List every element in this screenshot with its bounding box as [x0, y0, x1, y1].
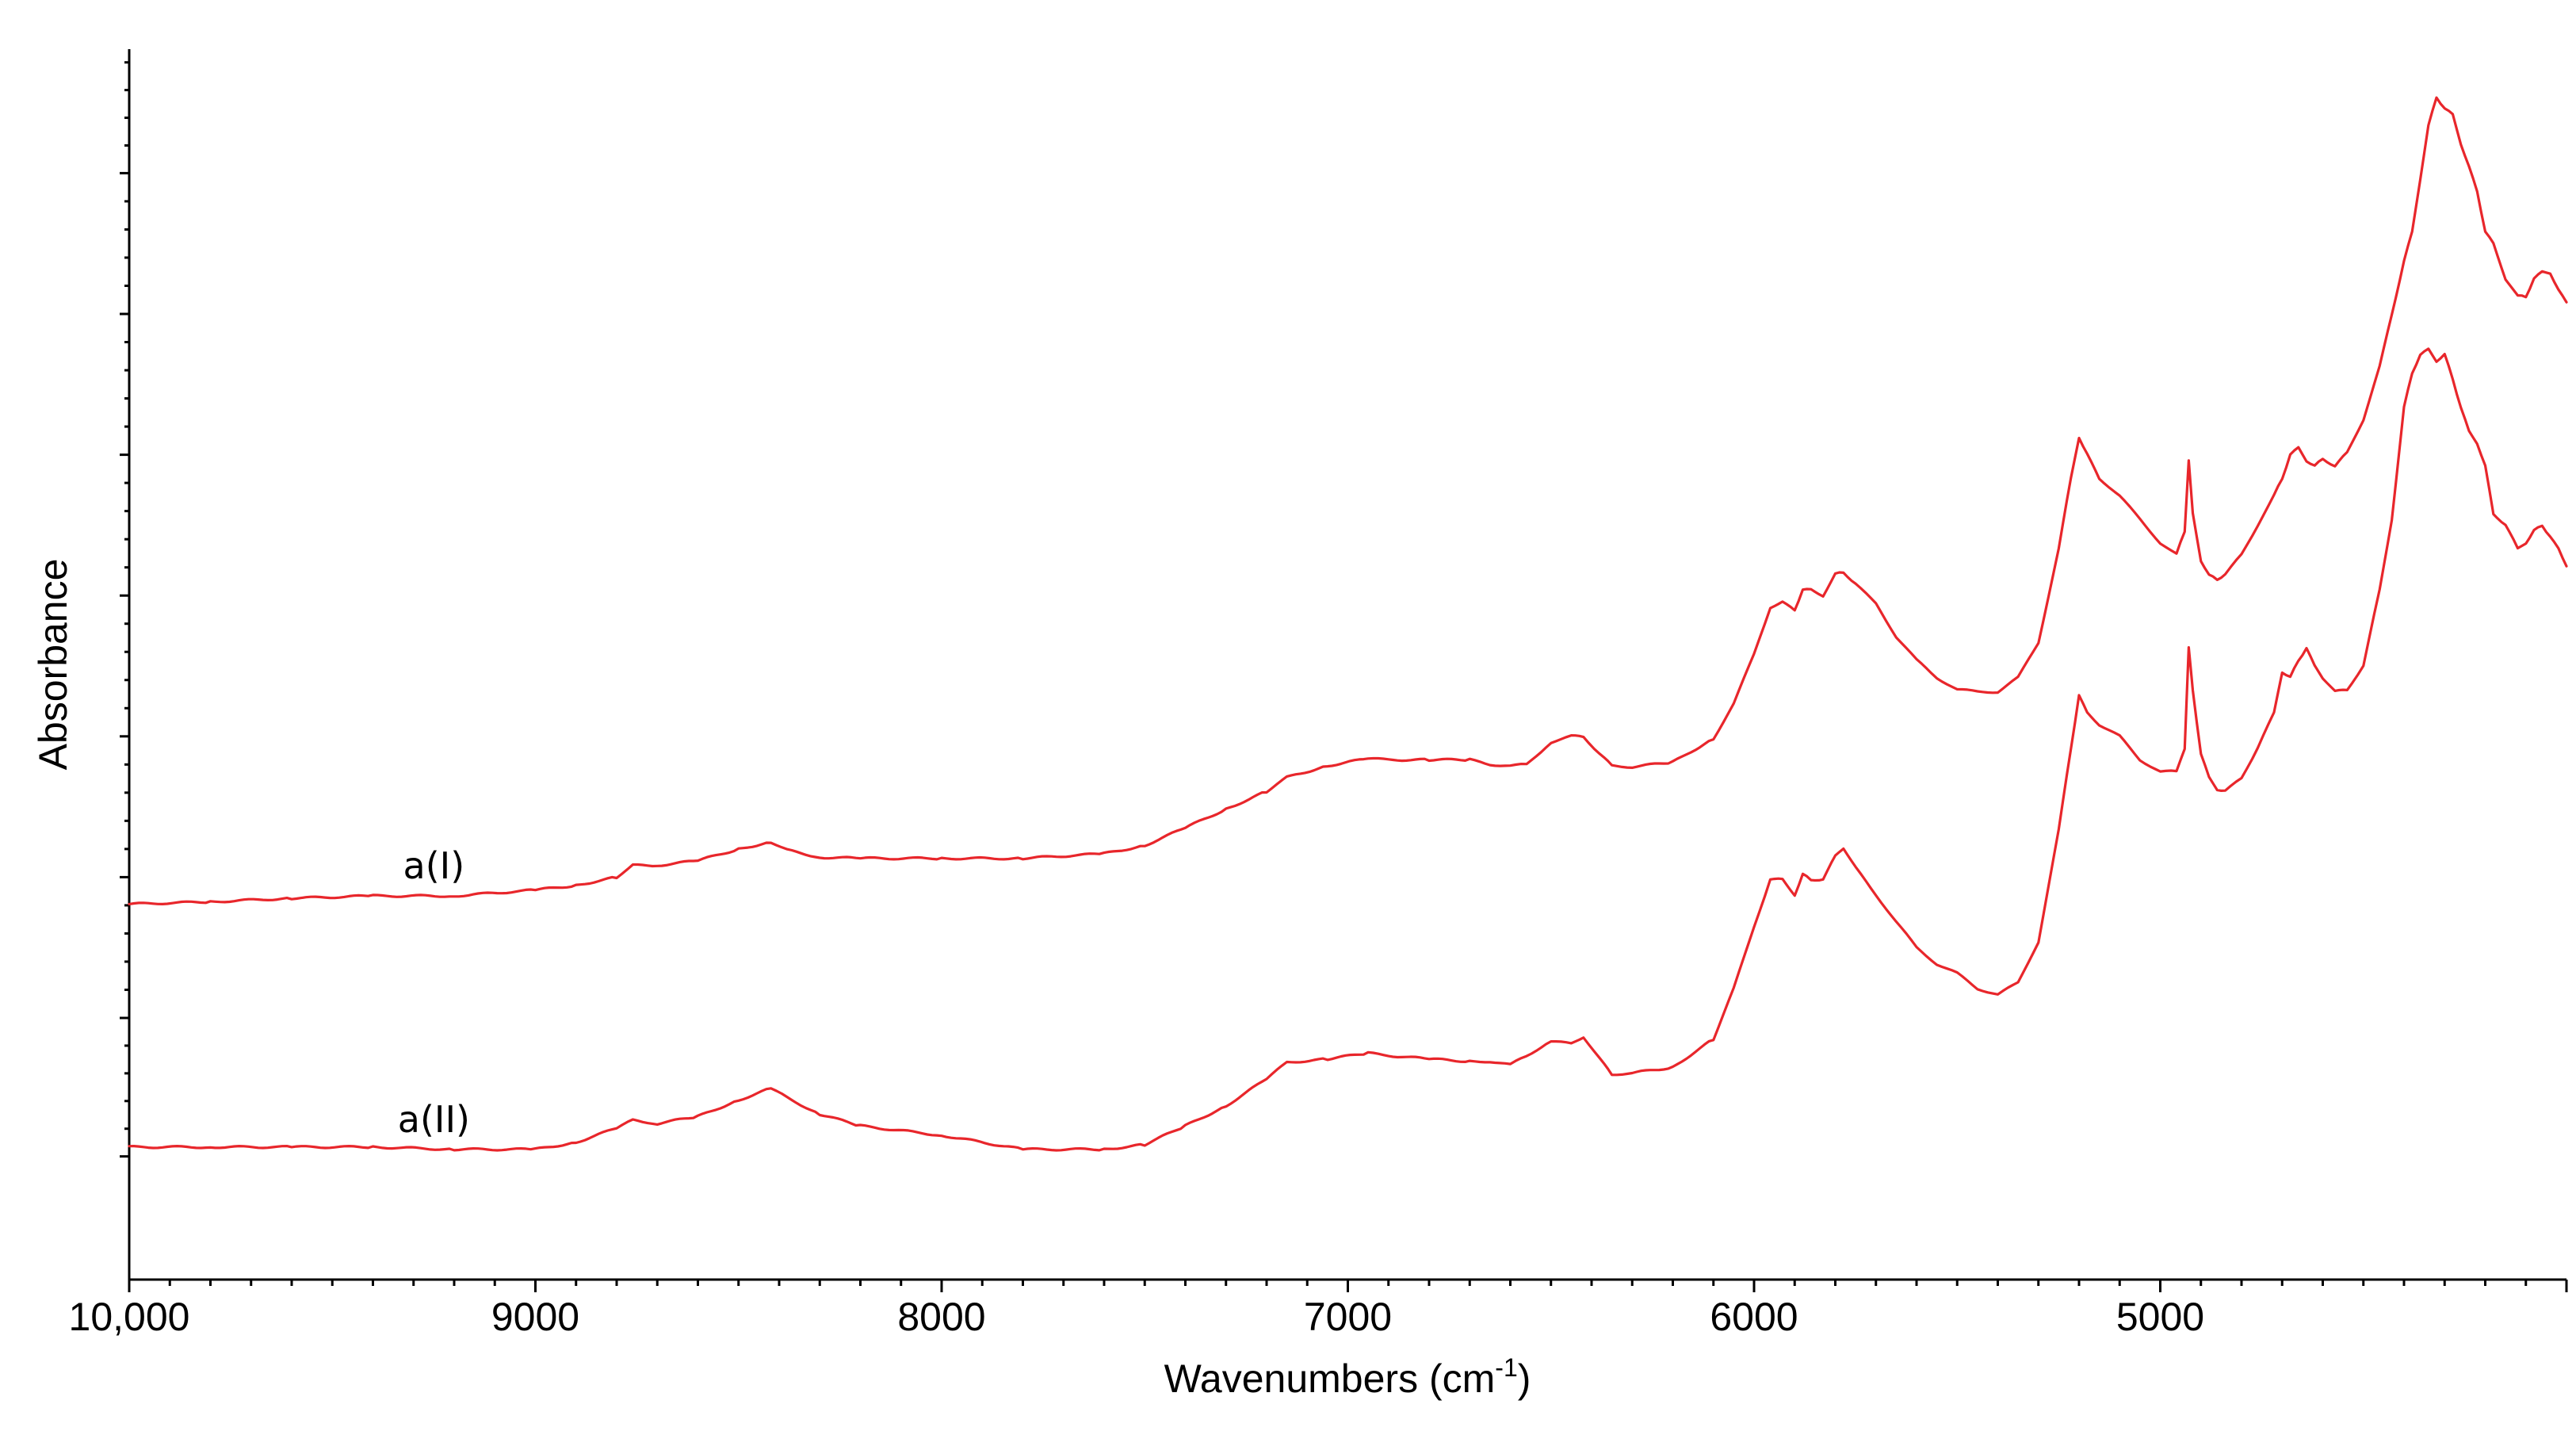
- x-axis-title-superscript: -1: [1495, 1353, 1517, 1382]
- x-tick-label: 8000: [897, 1295, 985, 1339]
- x-tick-label: 9000: [491, 1295, 579, 1339]
- y-axis-title: Absorbance: [31, 559, 75, 771]
- x-tick-label: 6000: [1710, 1295, 1798, 1339]
- x-tick-labels: 10,000 9000 8000 7000 6000 5000: [69, 1295, 2205, 1339]
- series-lines: [128, 96, 2568, 1152]
- x-axis-title-text: Wavenumbers (cm: [1164, 1356, 1496, 1401]
- x-tick-label: 10,000: [69, 1295, 190, 1339]
- x-ticks: [128, 1280, 2568, 1292]
- series-label-1: a(I): [403, 844, 465, 887]
- y-ticks: [120, 61, 129, 1158]
- series-line-1: [128, 96, 2568, 906]
- series-labels: a(I) a(II): [398, 844, 470, 1141]
- x-tick-label: 5000: [2116, 1295, 2204, 1339]
- x-axis-title-suffix: ): [1518, 1356, 1531, 1401]
- series-line-2: [128, 347, 2568, 1152]
- x-tick-label: 7000: [1304, 1295, 1392, 1339]
- x-axis-title: Wavenumbers (cm-1): [1164, 1353, 1531, 1401]
- series-label-2: a(II): [398, 1098, 470, 1141]
- axes: [128, 49, 2566, 1281]
